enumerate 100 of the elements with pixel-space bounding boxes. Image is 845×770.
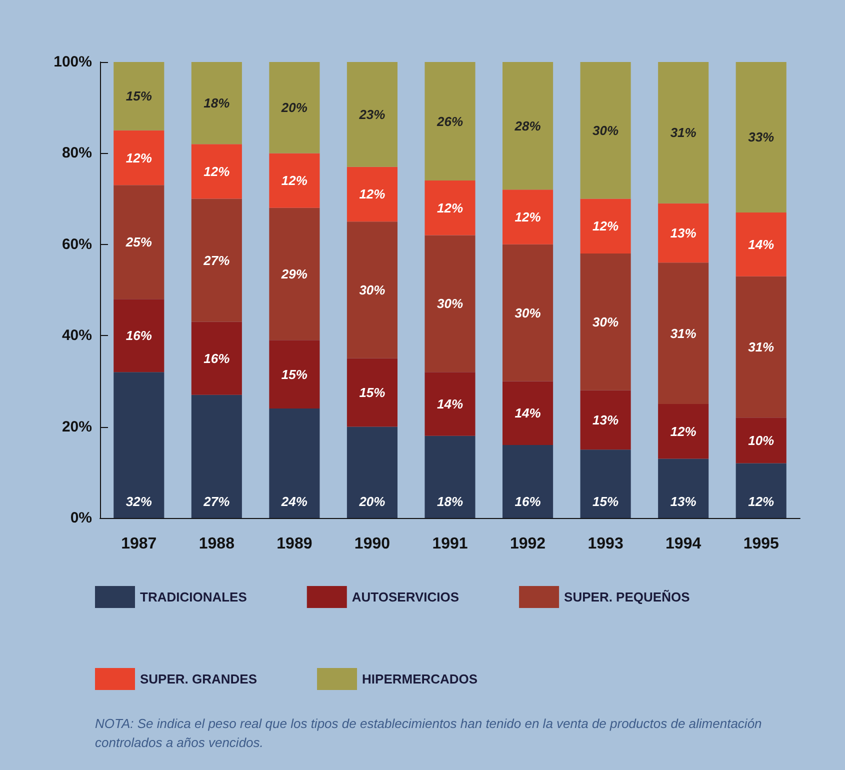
data-label: 15% <box>281 366 308 382</box>
data-label: 13% <box>670 494 697 509</box>
data-label: 28% <box>514 118 542 134</box>
data-label: 30% <box>592 122 619 138</box>
data-label: 15% <box>126 88 152 104</box>
data-label: 30% <box>514 305 542 320</box>
bar <box>269 62 320 154</box>
data-label: 32% <box>126 494 152 509</box>
bar <box>269 340 320 409</box>
bar <box>114 62 164 130</box>
bar <box>736 463 786 518</box>
data-label: 18% <box>204 96 230 111</box>
data-label: 12% <box>204 164 230 179</box>
data-label: 30% <box>436 296 464 312</box>
legend-label: SUPER. PEQUEÑOS <box>564 590 690 604</box>
bar <box>658 262 709 404</box>
data-label: 31% <box>670 125 697 140</box>
y-tick-label: 20% <box>62 418 92 436</box>
bar <box>580 198 631 254</box>
x-tick-label: 1992 <box>510 536 546 552</box>
text: NOTA: Se indica el peso real que los tipos de establecimientos han tenido en la venta de productos de alimentación controlados a años vencidos. <box>95 716 766 750</box>
bar <box>346 62 398 167</box>
data-label: 10% <box>748 432 775 448</box>
bar <box>114 372 164 518</box>
data-label: 24% <box>280 494 308 509</box>
legend-label: TRADICIONALES <box>140 590 248 604</box>
bar <box>191 394 242 518</box>
bar <box>658 404 709 459</box>
bar <box>580 450 631 518</box>
y-tick-label: 0% <box>70 510 92 526</box>
data-label: 30% <box>359 282 386 298</box>
bar <box>191 144 242 199</box>
bar <box>580 390 631 450</box>
data-label: 18% <box>436 494 464 509</box>
x-tick-label: 1991 <box>432 536 468 552</box>
bar <box>346 426 398 518</box>
bar <box>424 62 476 181</box>
bar <box>658 62 709 204</box>
bar <box>191 198 242 322</box>
data-label: 14% <box>748 236 775 252</box>
data-label: 12% <box>514 210 542 225</box>
data-label: 33% <box>748 130 775 145</box>
data-label: 14% <box>514 406 542 421</box>
x-tick-label: 1993 <box>588 536 624 552</box>
x-tick-label: 1987 <box>121 536 157 552</box>
bar <box>424 180 476 236</box>
data-label: 29% <box>280 266 308 282</box>
data-label: 20% <box>280 100 308 116</box>
bar <box>269 408 320 518</box>
bar <box>191 62 242 144</box>
bar <box>580 62 631 199</box>
bar <box>424 436 476 518</box>
y-tick-label: 60% <box>62 236 92 253</box>
data-label: 16% <box>126 328 152 344</box>
legend-label: AUTOSERVICIOS <box>352 590 460 604</box>
data-label: 13% <box>592 412 619 428</box>
bar <box>346 222 398 358</box>
bar <box>658 458 709 518</box>
data-label: 23% <box>358 106 386 122</box>
bar <box>269 153 320 208</box>
data-label: 12% <box>592 218 619 234</box>
legend-label: HIPERMERCADOS <box>362 672 478 686</box>
bar <box>736 418 786 464</box>
data-label: 30% <box>592 314 619 330</box>
data-label: 25% <box>124 234 152 250</box>
x-tick-label: 1994 <box>666 536 702 552</box>
bar <box>114 185 164 300</box>
y-tick-label: 40% <box>62 327 92 344</box>
bar <box>424 372 476 436</box>
bar <box>502 445 554 518</box>
bar <box>658 203 709 263</box>
bar <box>736 276 786 418</box>
data-label: 16% <box>204 350 230 366</box>
data-label: 12% <box>359 186 386 202</box>
data-label: 31% <box>748 340 775 354</box>
x-tick-label: 1988 <box>198 536 235 552</box>
x-tick-label: 1989 <box>276 536 312 552</box>
bar <box>580 254 631 390</box>
bar <box>114 130 164 186</box>
legend-label: SUPER. GRANDES <box>140 672 258 686</box>
data-label: 15% <box>359 385 386 400</box>
x-tick-label: 1990 <box>354 536 390 552</box>
bar <box>502 190 554 244</box>
data-label: 20% <box>358 494 386 509</box>
bar <box>269 208 320 340</box>
bar <box>424 235 476 372</box>
data-label: 12% <box>126 150 152 166</box>
bar <box>736 62 786 212</box>
data-label: 15% <box>592 494 619 509</box>
bar <box>346 358 398 427</box>
y-tick-label: 80% <box>62 144 92 162</box>
bar <box>502 381 554 446</box>
data-label: 16% <box>514 494 542 509</box>
data-label: 12% <box>436 200 464 216</box>
data-label: 13% <box>670 226 697 240</box>
bar <box>346 166 398 222</box>
bar <box>502 62 554 190</box>
data-label: 14% <box>436 396 464 412</box>
data-label: 27% <box>202 494 230 509</box>
data-label: 27% <box>202 252 230 268</box>
